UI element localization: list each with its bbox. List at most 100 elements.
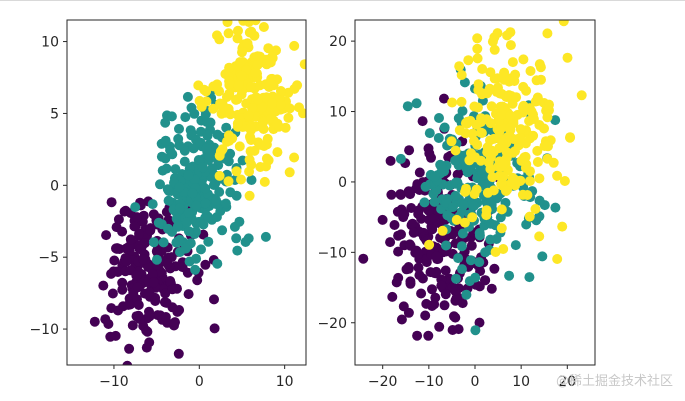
data-point — [509, 76, 520, 86]
data-point — [494, 143, 505, 154]
data-point — [398, 301, 409, 312]
x-tick-label: 0 — [471, 374, 480, 390]
data-point — [242, 38, 253, 49]
data-point — [489, 263, 500, 274]
data-point — [252, 60, 263, 70]
data-point — [447, 97, 458, 108]
data-point — [183, 208, 194, 219]
data-point — [482, 88, 493, 99]
data-point — [511, 92, 522, 103]
data-point — [267, 98, 278, 109]
data-point — [424, 239, 435, 250]
data-point — [450, 155, 461, 166]
data-point — [499, 67, 510, 78]
data-point — [240, 237, 251, 247]
data-point — [106, 197, 117, 208]
data-point — [98, 280, 109, 291]
data-point — [142, 326, 153, 337]
data-point — [489, 44, 500, 55]
data-point — [174, 203, 185, 214]
data-point — [214, 187, 225, 197]
data-point — [405, 189, 416, 200]
data-point — [128, 373, 138, 383]
y-tick-label: −10 — [317, 245, 347, 261]
data-point — [414, 167, 425, 178]
data-point — [179, 156, 190, 167]
left-scatter-panel: −10 0 10 −10 −5 0 5 10 — [29, 6, 307, 390]
data-point — [255, 51, 265, 62]
data-point — [470, 272, 481, 283]
data-point — [453, 324, 464, 335]
data-point — [487, 36, 498, 47]
data-point — [129, 221, 140, 232]
data-point — [212, 129, 223, 140]
data-point — [244, 27, 255, 38]
data-point — [515, 132, 526, 143]
data-point — [124, 343, 135, 354]
data-point — [117, 284, 128, 295]
data-point — [461, 289, 472, 300]
data-point — [466, 240, 477, 251]
y-tick-label: 10 — [41, 35, 59, 51]
data-point — [433, 133, 444, 143]
data-point — [224, 62, 235, 73]
data-point — [525, 66, 536, 76]
data-point — [111, 243, 122, 254]
data-point — [294, 102, 304, 113]
data-point — [469, 200, 480, 211]
data-point — [183, 226, 194, 237]
data-point — [515, 124, 526, 135]
series-cluster-2 — [424, 20, 587, 264]
data-point — [166, 111, 177, 122]
data-point — [131, 270, 142, 281]
data-point — [203, 236, 214, 247]
data-point — [485, 164, 496, 174]
data-point — [130, 202, 141, 213]
data-point — [449, 311, 459, 322]
data-point — [109, 255, 120, 266]
data-point — [469, 189, 480, 199]
data-point — [225, 187, 236, 198]
data-point — [280, 122, 291, 133]
data-point — [127, 320, 138, 331]
data-point — [411, 98, 422, 109]
data-point — [482, 187, 493, 198]
data-point — [235, 57, 245, 68]
x-tick-label: 0 — [195, 374, 204, 390]
x-tick-label: −10 — [414, 374, 444, 390]
data-point — [157, 165, 168, 176]
data-point — [460, 118, 471, 129]
data-point — [183, 289, 194, 300]
data-point — [534, 231, 545, 242]
data-point — [204, 151, 215, 162]
data-point — [472, 53, 483, 64]
data-point — [224, 79, 235, 90]
data-point — [497, 109, 508, 120]
data-point — [423, 330, 434, 341]
data-point — [271, 6, 281, 16]
data-point — [155, 179, 165, 190]
data-point — [454, 61, 465, 72]
data-point — [246, 175, 257, 185]
data-point — [485, 67, 496, 78]
x-tick-label: 10 — [512, 374, 530, 390]
data-point — [239, 7, 249, 17]
data-point — [516, 155, 527, 166]
data-point — [413, 248, 424, 259]
data-point — [173, 133, 184, 144]
data-point — [255, 80, 265, 91]
data-point — [436, 161, 447, 172]
data-point — [401, 264, 412, 275]
data-point — [396, 229, 406, 240]
data-point — [480, 275, 491, 286]
data-point — [262, 133, 273, 144]
data-point — [501, 185, 512, 196]
data-point — [505, 123, 515, 134]
data-point — [477, 64, 488, 74]
data-point — [183, 170, 194, 181]
data-point — [232, 33, 243, 44]
data-point — [233, 25, 243, 36]
data-point — [227, 133, 238, 144]
data-point — [217, 225, 228, 236]
